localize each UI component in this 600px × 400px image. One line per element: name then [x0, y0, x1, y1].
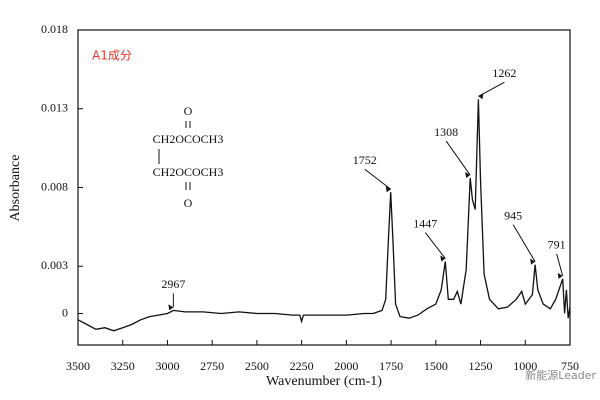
structure-text: O	[184, 104, 193, 118]
arrow-head	[478, 93, 484, 100]
x-axis-label: Wavenumber (cm-1)	[266, 374, 382, 389]
annotation-arrow	[512, 224, 536, 262]
annotation-label: 1447	[413, 216, 437, 230]
structure-text: O	[184, 196, 193, 210]
x-tick-label: 2000	[334, 359, 358, 373]
annotation-arrow	[556, 253, 564, 276]
y-tick-label: 0.018	[41, 22, 68, 36]
annotation-arrow	[364, 168, 392, 190]
arrow-head	[465, 172, 471, 179]
arrow-head	[530, 258, 536, 265]
x-tick-label: 2250	[290, 359, 314, 373]
y-tick-label: 0.008	[41, 179, 68, 193]
y-tick-label: 0.013	[41, 101, 68, 115]
structure-text: CH2OCOCH3	[153, 165, 224, 179]
annotation-label: 1308	[434, 125, 458, 139]
note-label: A1成分	[92, 49, 132, 63]
x-tick-label: 1250	[469, 359, 493, 373]
structure-text: CH2OCOCH3	[153, 132, 224, 146]
x-tick-label: 3500	[66, 359, 90, 373]
x-tick-label: 3250	[111, 359, 135, 373]
arrow-head	[385, 186, 391, 193]
x-tick-label: 1750	[379, 359, 403, 373]
annotation-arrow	[424, 232, 446, 259]
y-axis-label: Absorbance	[8, 155, 23, 222]
x-tick-label: 1000	[513, 359, 537, 373]
annotation-label: 945	[504, 208, 522, 222]
annotation-label: 2967	[161, 277, 185, 291]
x-tick-label: 3000	[155, 359, 179, 373]
arrow-head	[168, 304, 174, 311]
annotation-label: 1752	[353, 153, 377, 167]
x-tick-label: 2500	[245, 359, 269, 373]
x-tick-label: 2750	[200, 359, 224, 373]
y-tick-label: 0	[62, 305, 68, 319]
annotation-label: 1262	[492, 66, 516, 80]
y-tick-label: 0.003	[41, 258, 68, 272]
x-tick-label: 750	[561, 359, 579, 373]
watermark: 新能源Leader	[525, 368, 596, 382]
annotation-label: 791	[548, 238, 566, 252]
arrow-head	[557, 272, 563, 279]
annotation-arrow	[445, 140, 471, 176]
x-tick-label: 1500	[424, 359, 448, 373]
arrow-head	[440, 255, 446, 262]
spectrum-line	[77, 99, 571, 332]
